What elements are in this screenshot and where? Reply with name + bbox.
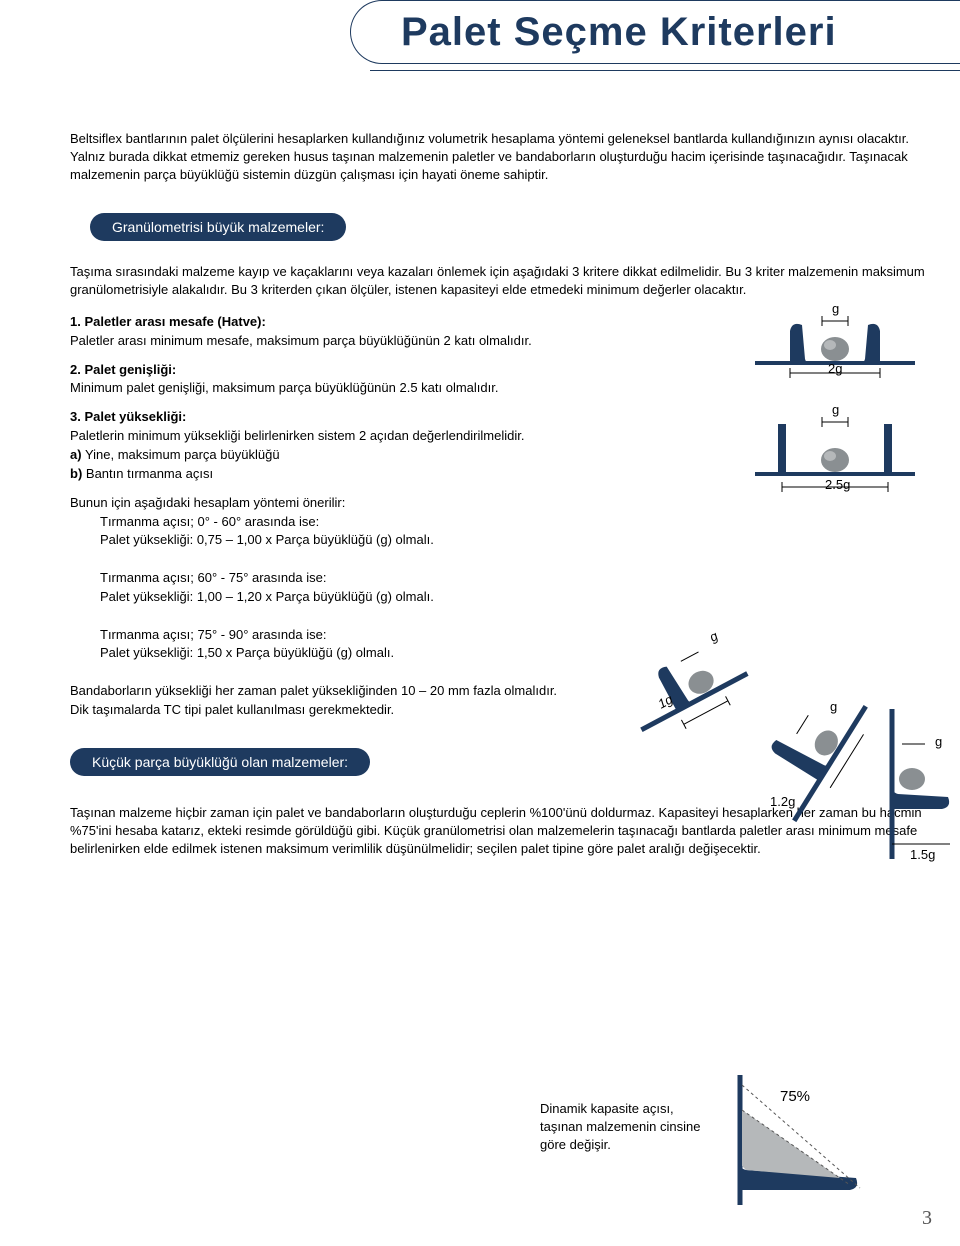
header-underline xyxy=(370,70,960,71)
calc2b: Palet yüksekliği: 1,00 – 1,20 x Parça bü… xyxy=(100,589,434,604)
label-g-2: g xyxy=(832,402,839,417)
section-pill-small: Küçük parça büyüklüğü olan malzemeler: xyxy=(70,748,370,776)
section-1: 1. Paletler arası mesafe (Hatve): Paletl… xyxy=(70,313,930,351)
tail2: Dik taşımalarda TC tipi palet kullanılma… xyxy=(70,702,394,717)
label-1.5g: 1.5g xyxy=(910,847,935,862)
footer-percentage: 75% xyxy=(780,1088,810,1105)
calc2a: Tırmanma açısı; 60° - 75° arasında ise: xyxy=(100,570,326,585)
page-number: 3 xyxy=(922,1207,932,1230)
calc1b: Palet yüksekliği: 0,75 – 1,00 x Parça bü… xyxy=(100,532,434,547)
calc-intro: Bunun için aşağıdaki hesaplam yöntemi ön… xyxy=(70,495,345,510)
diagram-angle-1.5g: g 1.5g xyxy=(870,704,960,864)
s3-b-text: Bantın tırmanma açısı xyxy=(82,466,213,481)
page-content: Beltsiflex bantlarının palet ölçülerini … xyxy=(70,130,930,872)
tail1: Bandaborların yüksekliği her zaman palet… xyxy=(70,683,557,698)
s2-heading: 2. Palet genişliği: xyxy=(70,362,176,377)
label-g-1: g xyxy=(832,301,839,316)
s2-body: Minimum palet genişliği, maksimum parça … xyxy=(70,380,498,395)
diagram-angle-1.2g: g 1.2g xyxy=(750,684,870,824)
section-3: 3. Palet yüksekliği: Paletlerin minimum … xyxy=(70,408,930,483)
diagram-angle-1g: g 1g xyxy=(620,624,750,744)
page-header: Palet Seçme Kriterleri xyxy=(0,0,960,90)
calc-text: Bunun için aşağıdaki hesaplam yöntemi ön… xyxy=(70,494,630,720)
section-pill-large: Granülometrisi büyük malzemeler: xyxy=(90,213,346,241)
s3-a-prefix: a) xyxy=(70,447,82,462)
page-title: Palet Seçme Kriterleri xyxy=(401,10,837,55)
diagram-width: g 2.5g xyxy=(750,402,920,497)
section-2: 2. Palet genişliği: Minimum palet genişl… xyxy=(70,361,930,399)
s3-b-prefix: b) xyxy=(70,466,82,481)
footer-caption: Dinamik kapasite açısı, taşınan malzemen… xyxy=(540,1100,710,1155)
s3-a-text: Yine, maksimum parça büyüklüğü xyxy=(82,447,280,462)
calc-block: Bunun için aşağıdaki hesaplam yöntemi ön… xyxy=(70,494,930,720)
s1-heading: 1. Paletler arası mesafe (Hatve): xyxy=(70,314,266,329)
section-1-text: 1. Paletler arası mesafe (Hatve): Paletl… xyxy=(70,313,710,351)
calc1a: Tırmanma açısı; 0° - 60° arasında ise: xyxy=(100,514,319,529)
label-1.2g: 1.2g xyxy=(770,794,795,809)
label-g-5: g xyxy=(935,734,942,749)
calc3b: Palet yüksekliği: 1,50 x Parça büyüklüğü… xyxy=(100,645,394,660)
calc3a: Tırmanma açısı; 75° - 90° arasında ise: xyxy=(100,627,326,642)
label-g-4: g xyxy=(830,699,837,714)
section-3-text: 3. Palet yüksekliği: Paletlerin minimum … xyxy=(70,408,710,483)
criteria-intro: Taşıma sırasındaki malzeme kayıp ve kaça… xyxy=(70,263,930,299)
intro-paragraph: Beltsiflex bantlarının palet ölçülerini … xyxy=(70,130,930,185)
section-2-text: 2. Palet genişliği: Minimum palet genişl… xyxy=(70,361,710,399)
s3-heading: 3. Palet yüksekliği: xyxy=(70,409,186,424)
label-2.5g: 2.5g xyxy=(825,477,850,492)
s1-body: Paletler arası minimum mesafe, maksimum … xyxy=(70,333,532,348)
title-band: Palet Seçme Kriterleri xyxy=(350,0,960,64)
s3-body: Paletlerin minimum yüksekliği belirlenir… xyxy=(70,428,524,443)
